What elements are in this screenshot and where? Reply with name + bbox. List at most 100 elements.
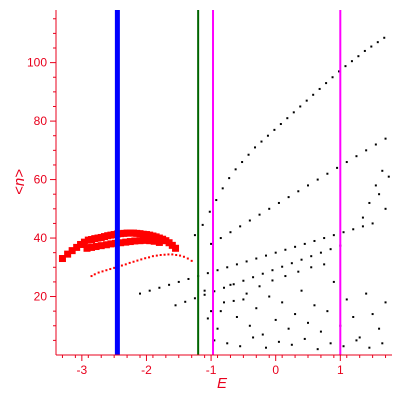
data-point (229, 283, 232, 286)
data-point (290, 343, 293, 346)
data-point (381, 342, 384, 345)
data-point (286, 117, 289, 120)
data-point (239, 225, 242, 228)
data-point (241, 161, 244, 164)
data-point (365, 292, 368, 295)
data-point (136, 259, 139, 262)
data-point (358, 336, 361, 339)
data-point (268, 207, 271, 210)
data-point (279, 123, 282, 126)
data-point (300, 289, 303, 292)
data-point (310, 255, 313, 258)
x-tick-label: -1 (206, 363, 217, 377)
data-point (64, 250, 72, 258)
data-point (210, 310, 213, 313)
data-point (229, 231, 232, 234)
series-1 (90, 253, 193, 278)
data-point (384, 301, 387, 304)
data-point (255, 307, 258, 310)
data-point (271, 279, 274, 282)
data-point (221, 187, 224, 190)
data-point (325, 82, 328, 85)
y-tick-label: 40 (34, 231, 48, 245)
data-point (297, 190, 300, 193)
data-point (97, 271, 100, 274)
data-point (383, 36, 386, 39)
data-point (345, 161, 348, 164)
data-point (326, 310, 329, 313)
data-point (254, 146, 257, 149)
data-point (332, 280, 335, 283)
data-point (226, 266, 229, 269)
data-point (299, 105, 302, 108)
data-point (216, 269, 219, 272)
data-point (146, 237, 154, 245)
axes: -3 -2 -1 0 1 20 40 60 80 100 (27, 10, 392, 377)
data-point (266, 134, 269, 137)
data-point (77, 240, 85, 248)
data-point (203, 289, 206, 292)
data-point (148, 256, 151, 259)
data-point (120, 264, 123, 267)
data-point (203, 293, 206, 296)
data-point (172, 244, 180, 252)
data-point (261, 272, 264, 275)
data-point (187, 277, 190, 280)
x-tick-label: -3 (77, 363, 88, 377)
data-point (297, 270, 300, 273)
data-point (179, 254, 182, 257)
data-point (201, 223, 204, 226)
x-tick-label: 1 (337, 363, 344, 377)
data-point (234, 168, 237, 171)
data-point (387, 175, 390, 178)
data-point (158, 286, 161, 289)
data-point (193, 297, 196, 300)
data-point (167, 253, 170, 256)
data-point (113, 266, 116, 269)
data-point (93, 273, 96, 276)
data-point (171, 253, 174, 256)
data-point (132, 260, 135, 263)
data-point (312, 93, 315, 96)
data-point (326, 172, 329, 175)
data-point (210, 242, 213, 245)
data-point (357, 55, 360, 58)
data-point (374, 143, 377, 146)
data-point (101, 270, 104, 273)
data-point (90, 275, 93, 278)
data-point (248, 219, 251, 222)
data-point (252, 276, 255, 279)
data-point (136, 237, 144, 245)
data-point (261, 333, 264, 336)
data-point (232, 299, 235, 302)
data-point (316, 178, 319, 181)
data-point (150, 237, 158, 245)
data-point (368, 346, 371, 349)
data-point (355, 339, 358, 342)
data-point (371, 222, 374, 225)
data-point (307, 184, 309, 187)
data-point (213, 339, 216, 342)
data-point (131, 237, 139, 245)
data-point (245, 260, 248, 263)
data-point (117, 239, 125, 247)
data-point (303, 242, 306, 245)
data-point (193, 234, 196, 237)
data-point (206, 317, 209, 320)
data-point (355, 155, 358, 158)
data-point (376, 41, 379, 44)
data-point (97, 242, 105, 250)
data-point (381, 169, 384, 172)
data-point (223, 301, 225, 304)
y-tick-label: 60 (34, 173, 48, 187)
data-point (303, 337, 306, 340)
data-point (215, 199, 218, 202)
data-point (378, 193, 381, 196)
data-point (175, 254, 178, 257)
data-point (92, 243, 100, 251)
data-point (365, 149, 368, 152)
data-point (332, 234, 335, 237)
data-point (68, 247, 76, 255)
data-point (239, 345, 242, 348)
data-point (174, 304, 177, 307)
